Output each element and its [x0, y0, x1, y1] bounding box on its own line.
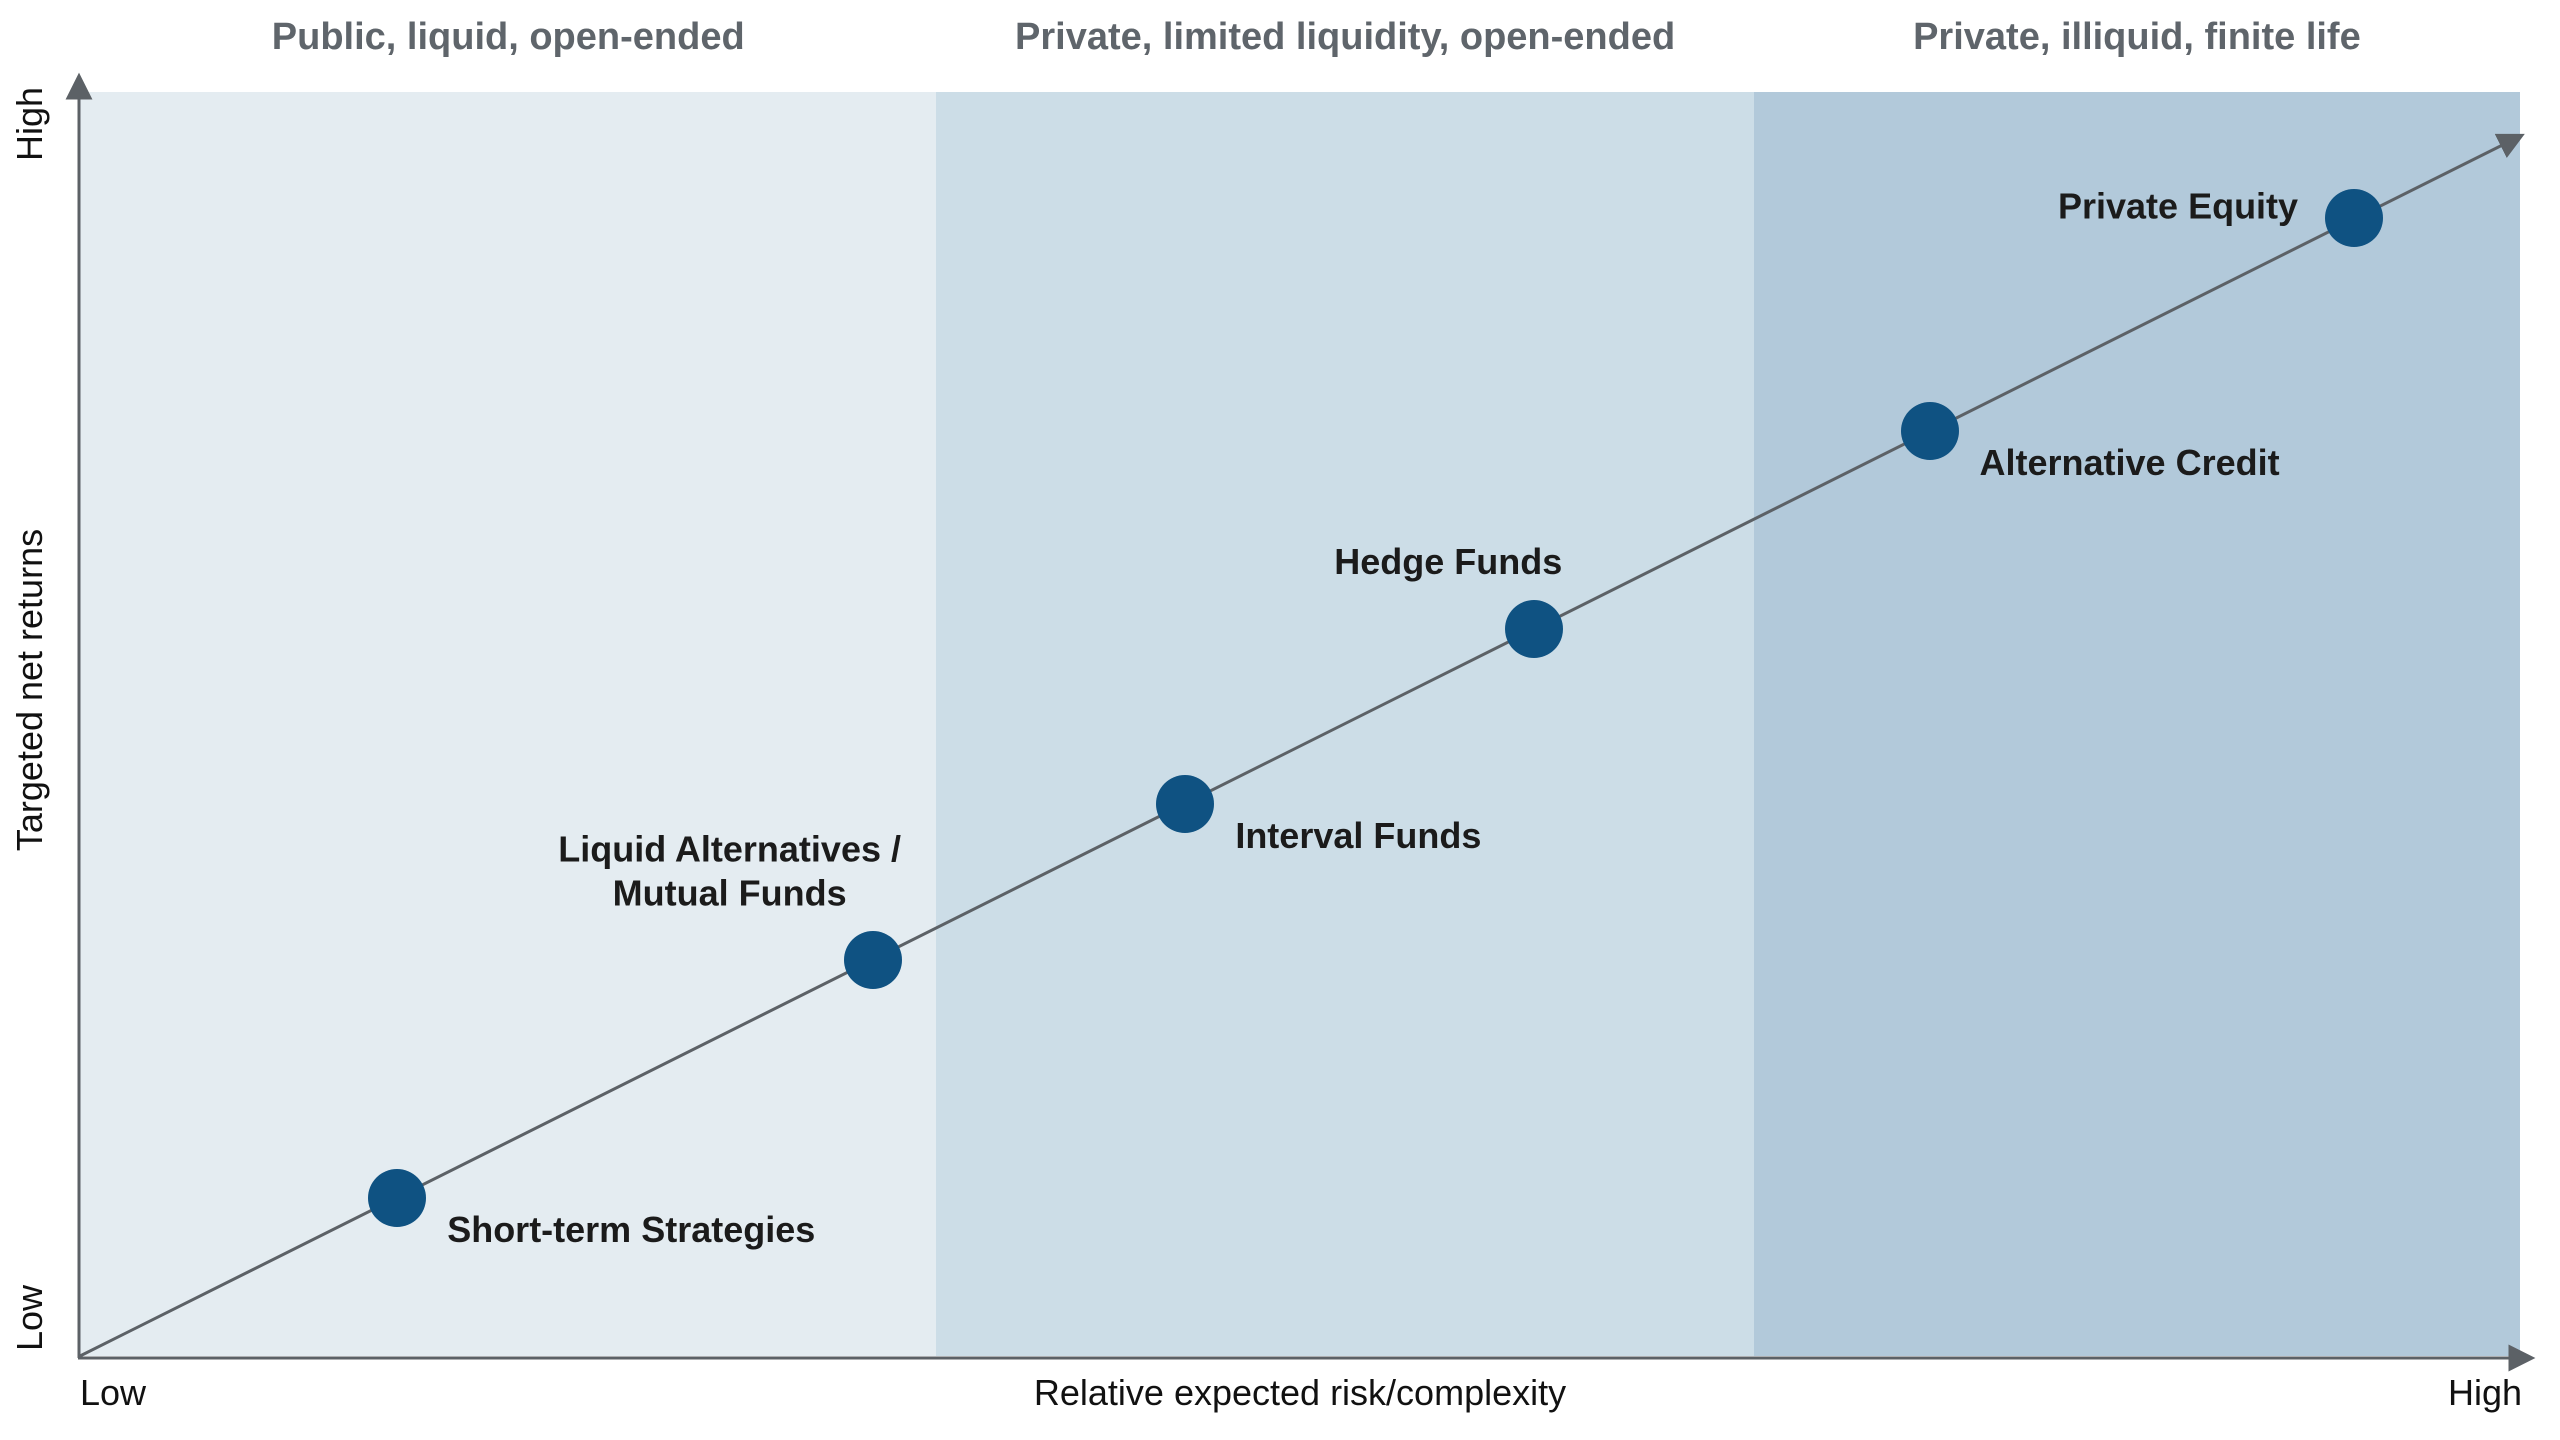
data-point-dot — [368, 1169, 427, 1227]
data-point-label: Liquid Alternatives / Mutual Funds — [558, 828, 901, 914]
data-point-label: Short-term Strategies — [447, 1209, 816, 1250]
x-axis-tick-high: High — [2447, 1372, 2522, 1413]
plot-area — [80, 92, 2520, 1356]
zone-title: Private, illiquid, finite life — [1913, 16, 2361, 58]
data-point-dot — [844, 931, 902, 990]
y-axis-tick-high: High — [9, 86, 50, 162]
data-point-dot — [1505, 600, 1564, 659]
x-axis-tick-low: Low — [80, 1372, 147, 1413]
zone-title: Public, liquid, open-ended — [271, 16, 745, 58]
data-point-dot — [2325, 189, 2384, 248]
y-axis-label: Targeted net returns — [9, 528, 50, 852]
zone-band — [80, 92, 937, 1356]
y-axis-tick-low: Low — [9, 1284, 50, 1352]
zone-band — [936, 92, 1754, 1356]
zone-title: Private, limited liquidity, open-ended — [1015, 16, 1676, 58]
data-point-dot — [1900, 401, 1959, 460]
data-point-label: Interval Funds — [1235, 814, 1482, 856]
x-axis-label: Relative expected risk/complexity — [1033, 1372, 1567, 1413]
data-point-label: Alternative Credit — [1979, 441, 2280, 483]
zone-band — [1753, 92, 2520, 1356]
data-point-label: Private Equity — [2057, 185, 2299, 227]
data-point-label: Hedge Funds — [1334, 541, 1563, 582]
data-point-dot — [1156, 774, 1215, 833]
